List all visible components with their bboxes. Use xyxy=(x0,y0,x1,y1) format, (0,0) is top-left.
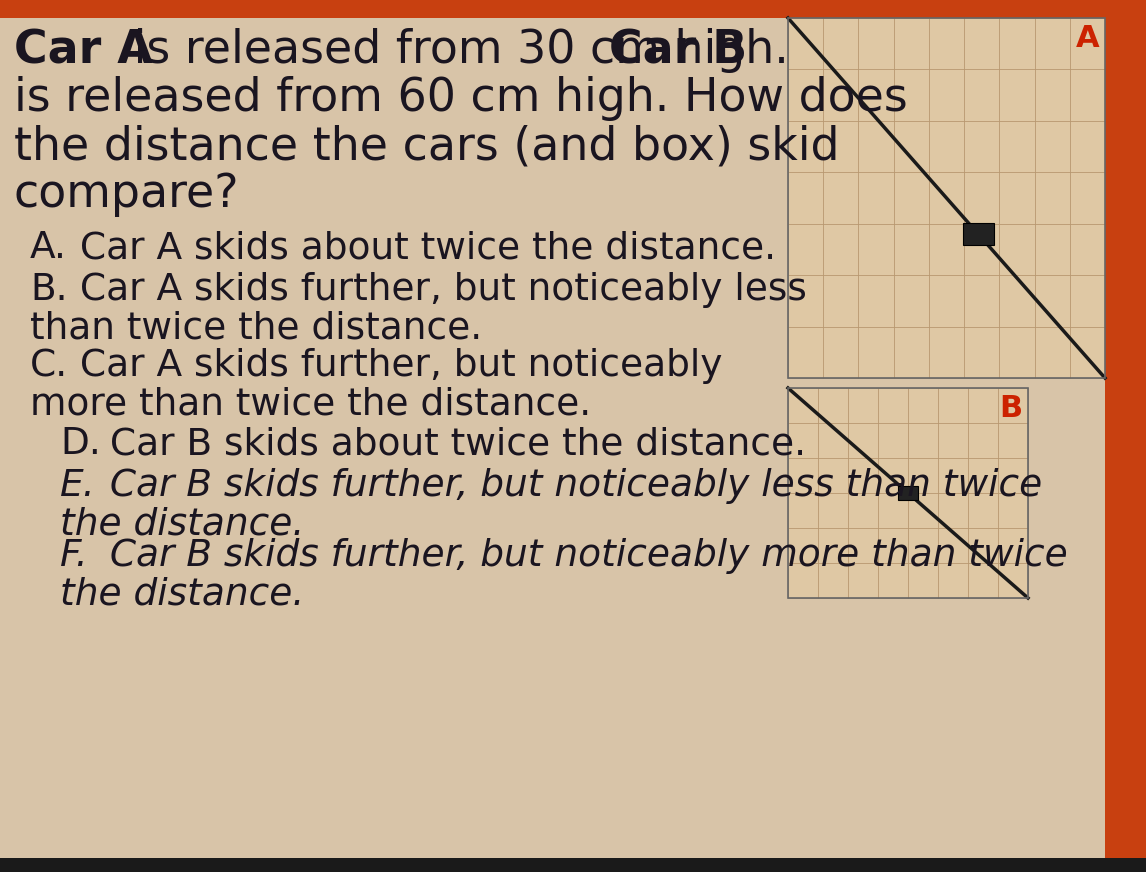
Text: B.: B. xyxy=(30,272,68,308)
Text: B: B xyxy=(999,394,1022,423)
Bar xyxy=(788,18,1105,378)
Bar xyxy=(0,0,1146,18)
Text: D.: D. xyxy=(60,426,101,462)
Bar xyxy=(788,18,1105,378)
Text: the distance the cars (and box) skid: the distance the cars (and box) skid xyxy=(14,124,840,169)
Text: A.: A. xyxy=(30,230,66,266)
Bar xyxy=(897,486,918,501)
Text: Car B skids further, but noticeably less than twice: Car B skids further, but noticeably less… xyxy=(99,468,1042,504)
Text: A: A xyxy=(1075,24,1099,53)
Bar xyxy=(788,388,1028,598)
Text: C.: C. xyxy=(30,348,68,384)
Text: Car A skids further, but noticeably: Car A skids further, but noticeably xyxy=(68,348,722,384)
Text: more than twice the distance.: more than twice the distance. xyxy=(30,386,591,422)
Text: than twice the distance.: than twice the distance. xyxy=(30,310,482,346)
Text: Car B: Car B xyxy=(609,28,747,73)
Bar xyxy=(1105,0,1146,872)
Text: Car A skids further, but noticeably less: Car A skids further, but noticeably less xyxy=(68,272,807,308)
Text: the distance.: the distance. xyxy=(60,576,304,612)
Text: is released from 60 cm high. How does: is released from 60 cm high. How does xyxy=(14,76,908,121)
Text: Car B skids about twice the distance.: Car B skids about twice the distance. xyxy=(99,426,806,462)
Bar xyxy=(788,388,1028,598)
Text: the distance.: the distance. xyxy=(60,506,304,542)
Text: compare?: compare? xyxy=(14,172,240,217)
Text: Car A skids about twice the distance.: Car A skids about twice the distance. xyxy=(68,230,776,266)
Text: F.: F. xyxy=(60,538,88,574)
Bar xyxy=(0,858,1146,872)
Bar xyxy=(963,223,994,245)
Text: Car A: Car A xyxy=(14,28,152,73)
Text: E.: E. xyxy=(60,468,95,504)
Text: is released from 30 cm high.: is released from 30 cm high. xyxy=(119,28,818,73)
Text: Car B skids further, but noticeably more than twice: Car B skids further, but noticeably more… xyxy=(99,538,1068,574)
